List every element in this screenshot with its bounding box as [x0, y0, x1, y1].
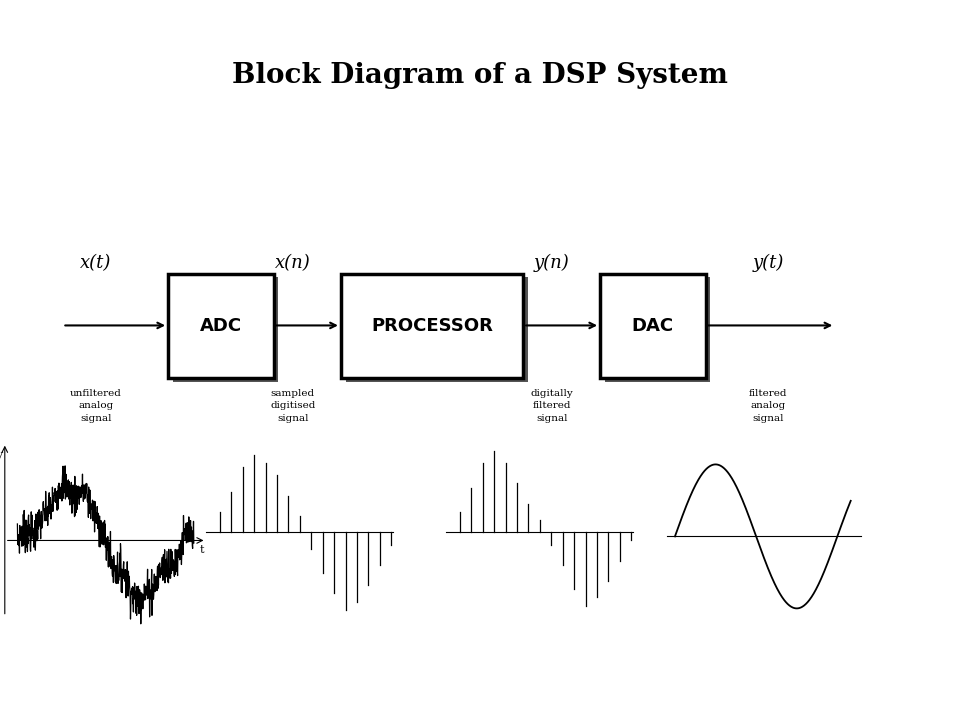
Bar	[600, 274, 706, 378]
Text: unfiltered
analog
signal: unfiltered analog signal	[70, 389, 122, 423]
Bar	[346, 277, 528, 382]
Text: V: V	[0, 452, 3, 462]
Text: y(t): y(t)	[753, 253, 783, 272]
Bar	[168, 274, 274, 378]
Text: t: t	[200, 545, 204, 555]
Text: filtered
analog
signal: filtered analog signal	[749, 389, 787, 423]
Bar	[341, 274, 523, 378]
Bar	[605, 277, 710, 382]
Text: DAC: DAC	[632, 317, 674, 335]
Text: PROCESSOR: PROCESSOR	[372, 317, 492, 335]
Text: ADC: ADC	[200, 317, 242, 335]
Text: Block Diagram of a DSP System: Block Diagram of a DSP System	[232, 62, 728, 89]
Text: digitally
filtered
signal: digitally filtered signal	[531, 389, 573, 423]
Text: sampled
digitised
signal: sampled digitised signal	[270, 389, 316, 423]
Text: x(n): x(n)	[275, 254, 311, 271]
Text: y(n): y(n)	[534, 253, 570, 272]
Text: x(t): x(t)	[81, 254, 111, 271]
Bar	[173, 277, 278, 382]
